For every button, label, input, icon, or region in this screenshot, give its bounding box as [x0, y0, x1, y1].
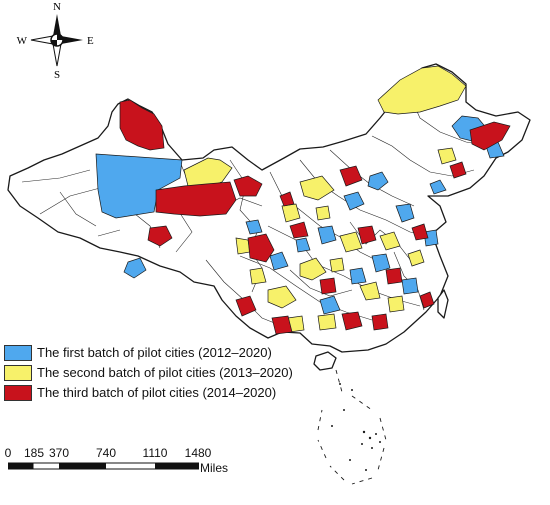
- scale-tick-label: 370: [48, 446, 70, 460]
- pilot-region-first-batch: [319, 295, 341, 315]
- pilot-region-second-batch: [299, 257, 327, 281]
- pilot-region-third-batch: [155, 181, 237, 217]
- pilot-region-first-batch: [123, 257, 147, 279]
- offshore-islands: [331, 383, 381, 471]
- scale-tick-label: 1110: [142, 446, 168, 460]
- scale-tick-label: 0: [4, 446, 12, 460]
- pilot-regions: [95, 65, 511, 335]
- pilot-region-third-batch: [341, 311, 363, 331]
- scale-tick-label: 740: [95, 446, 117, 460]
- pilot-region-first-batch: [245, 219, 263, 235]
- pilot-region-second-batch: [249, 267, 267, 285]
- pilot-region-third-batch: [319, 277, 337, 295]
- pilot-region-second-batch: [407, 249, 425, 267]
- pilot-region-third-batch: [271, 315, 293, 335]
- hainan-island: [313, 351, 337, 371]
- pilot-region-third-batch: [411, 223, 429, 241]
- pilot-region-third-batch: [469, 121, 511, 151]
- pilot-region-first-batch: [423, 229, 439, 247]
- legend-label-third-batch: The third batch of pilot cities (2014–20…: [37, 385, 277, 400]
- pilot-region-second-batch: [339, 231, 363, 253]
- pilot-region-first-batch: [343, 191, 365, 211]
- pilot-region-second-batch: [315, 205, 331, 221]
- pilot-region-first-batch: [95, 153, 183, 219]
- mainland-outline: [7, 63, 531, 353]
- legend-swatch-third-batch: [4, 385, 32, 401]
- compass-arrow-west: [30, 35, 54, 45]
- pilot-region-third-batch: [235, 295, 257, 317]
- legend-swatch-first-batch: [4, 345, 32, 361]
- south-china-sea-line: [317, 369, 387, 485]
- pilot-region-third-batch: [247, 233, 275, 263]
- compass-east-label: E: [87, 35, 94, 47]
- compass-west-label: W: [17, 35, 28, 47]
- scale-tick-label: 1480: [184, 446, 212, 460]
- pilot-region-first-batch: [429, 179, 447, 195]
- pilot-region-first-batch: [317, 225, 337, 245]
- pilot-region-third-batch: [119, 99, 165, 151]
- pilot-region-first-batch: [269, 251, 289, 271]
- pilot-region-second-batch: [329, 257, 345, 273]
- pilot-region-first-batch: [401, 277, 419, 295]
- legend-label-second-batch: The second batch of pilot cities (2013–2…: [37, 365, 293, 380]
- pilot-region-second-batch: [437, 147, 457, 165]
- scale-unit-label: Miles: [200, 461, 229, 475]
- legend-label-first-batch: The first batch of pilot cities (2012–20…: [37, 345, 272, 360]
- country-outline: [7, 63, 531, 485]
- pilot-region-second-batch: [299, 175, 335, 201]
- legend-swatch-second-batch: [4, 365, 32, 381]
- pilot-region-third-batch: [233, 175, 263, 197]
- pilot-region-first-batch: [349, 267, 367, 285]
- pilot-region-second-batch: [317, 313, 337, 331]
- scale-tick-label: 185: [23, 446, 45, 460]
- compass-center-quadrants: [51, 34, 63, 46]
- pilot-region-third-batch: [449, 161, 467, 179]
- pilot-region-first-batch: [395, 203, 415, 223]
- pilot-region-second-batch: [377, 65, 467, 115]
- compass-north-label: N: [53, 1, 61, 13]
- pilot-region-second-batch: [267, 285, 297, 309]
- compass-arrow-south: [52, 43, 62, 67]
- pilot-region-third-batch: [339, 165, 363, 187]
- pilot-region-first-batch: [371, 253, 391, 273]
- compass-arrow-east: [61, 36, 83, 44]
- taiwan-island: [437, 289, 449, 319]
- pilot-region-third-batch: [371, 313, 389, 331]
- pilot-region-third-batch: [289, 221, 309, 239]
- compass-rose: N S E W: [17, 1, 94, 81]
- compass-arrow-north: [53, 14, 61, 36]
- scale-bar-graphic: [8, 462, 199, 470]
- pilot-region-second-batch: [379, 231, 401, 251]
- pilot-region-second-batch: [387, 295, 405, 313]
- pilot-region-third-batch: [419, 291, 435, 309]
- compass-south-label: S: [54, 69, 60, 81]
- pilot-region-first-batch: [295, 237, 311, 253]
- pilot-region-third-batch: [279, 191, 295, 207]
- pilot-region-third-batch: [147, 225, 173, 247]
- pilot-region-second-batch: [359, 281, 381, 301]
- pilot-region-third-batch: [357, 225, 377, 245]
- pilot-region-first-batch: [367, 171, 389, 191]
- pilot-region-third-batch: [385, 267, 403, 285]
